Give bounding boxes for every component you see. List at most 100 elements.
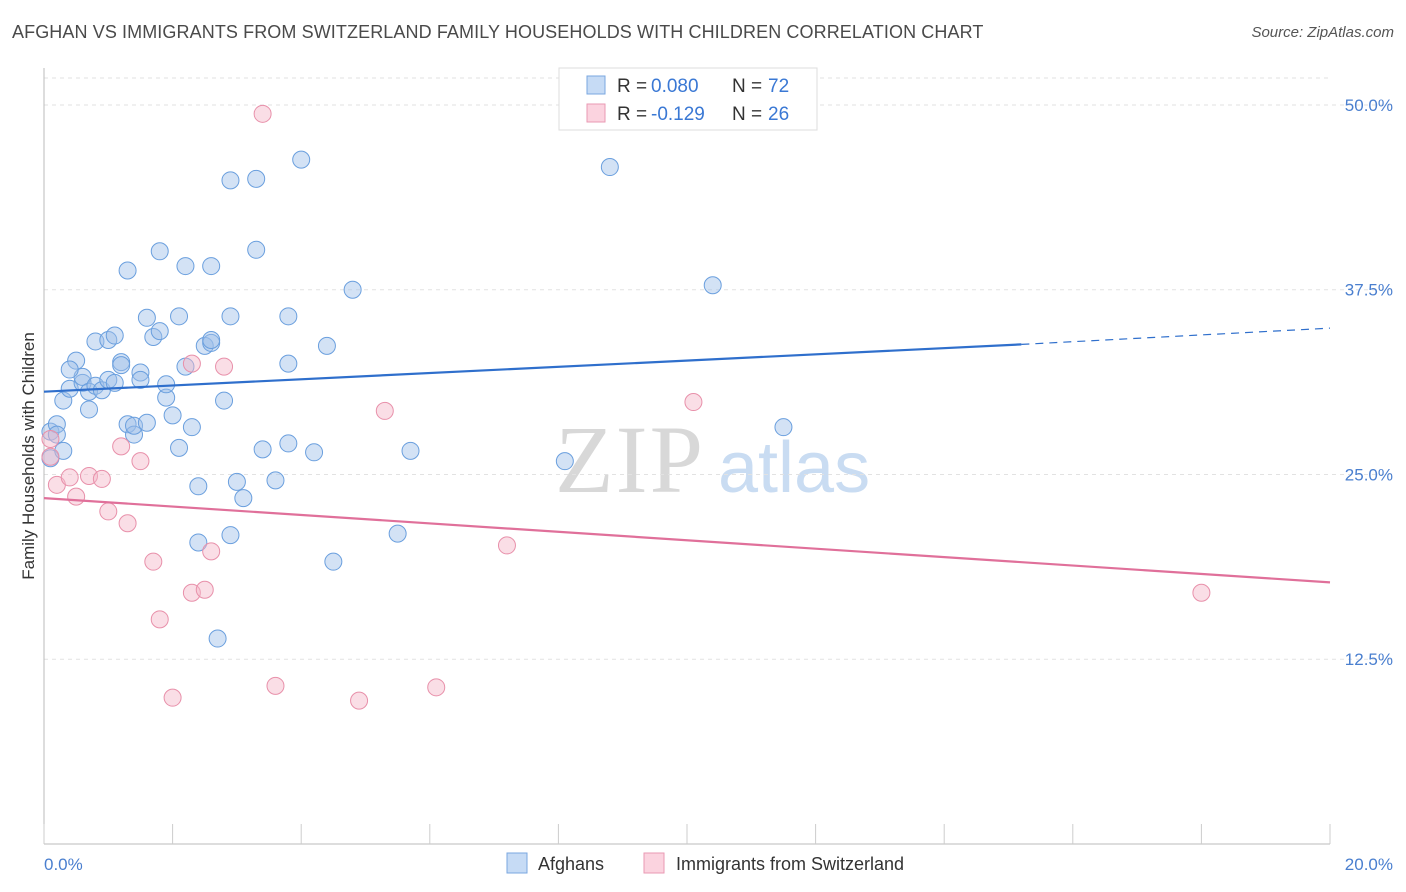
switzerland-point (202, 542, 221, 561)
switzerland-point (215, 357, 234, 376)
switzerland-point (92, 469, 111, 488)
afghans-point (600, 158, 619, 177)
x-tick-label-max: 20.0% (1345, 855, 1393, 874)
switzerland-point (182, 354, 201, 373)
afghans-trend-extension (1021, 327, 1331, 346)
switzerland-point (427, 678, 446, 697)
afghans-point (112, 356, 131, 375)
afghans-point (305, 443, 324, 462)
watermark-zip: ZIP (555, 406, 705, 513)
afghans-point (343, 280, 362, 299)
afghans-point (324, 552, 343, 571)
switzerland-point (41, 430, 60, 449)
switzerland-point (266, 676, 285, 695)
switzerland-point (118, 514, 137, 533)
switzerland-point (144, 552, 163, 571)
y-tick-labels: 12.5% 25.0% 37.5% 50.0% (1345, 96, 1393, 669)
afghans-point (774, 418, 793, 437)
y-tick-label: 50.0% (1345, 96, 1393, 115)
y-tick-label: 37.5% (1345, 281, 1393, 300)
switzerland-point (684, 393, 703, 412)
series-legend-label-switzerland: Immigrants from Switzerland (676, 854, 904, 874)
afghans-point (170, 438, 189, 457)
afghans-point (221, 307, 240, 326)
afghans-trend-line (43, 343, 1022, 393)
trend-lines (43, 327, 1331, 584)
switzerland-point (67, 487, 86, 506)
legend-r-label-afghans: R = (617, 76, 652, 97)
afghans-point (279, 434, 298, 453)
series-legend-label-afghans: Afghans (538, 854, 604, 874)
watermark-atlas: atlas (718, 428, 870, 508)
afghans-point (86, 332, 105, 351)
grid-lines (44, 77, 1393, 660)
y-axis-label: Family Households with Children (19, 332, 38, 580)
legend-n-value-afghans: 72 (768, 76, 789, 97)
afghans-point (182, 418, 201, 437)
afghans-point (247, 169, 266, 188)
afghans-point (555, 452, 574, 471)
legend-r-value-switzerland: -0.129 (651, 104, 705, 125)
x-ticks (43, 824, 1331, 844)
afghans-point (202, 330, 221, 349)
afghans-point (253, 440, 272, 459)
series-legend-swatch-afghans (506, 852, 528, 874)
afghans-point (247, 240, 266, 259)
afghans-point (401, 441, 420, 460)
afghans-point (227, 472, 246, 491)
afghans-point (157, 375, 176, 394)
afghans-point (221, 526, 240, 545)
legend-swatch-afghans (586, 75, 606, 95)
afghans-point (150, 322, 169, 341)
switzerland-point (60, 468, 79, 487)
legend-r-label-switzerland: R = (617, 104, 652, 125)
watermark: ZIP atlas (555, 406, 870, 513)
afghans-point (208, 629, 227, 648)
series-legend: Afghans Immigrants from Switzerland (506, 852, 904, 874)
afghans-point (170, 307, 189, 326)
afghans-point (279, 307, 298, 326)
stats-legend: R = 0.080 N = 72 R = -0.129 N = 26 (558, 67, 818, 131)
afghans-point (266, 471, 285, 490)
afghans-point (202, 257, 221, 276)
afghans-point (131, 370, 150, 389)
afghans-point (703, 276, 722, 295)
x-tick-label-min: 0.0% (44, 855, 83, 874)
afghans-point (118, 415, 137, 434)
switzerland-point (350, 691, 369, 710)
switzerland-point (131, 452, 150, 471)
y-tick-label: 12.5% (1345, 650, 1393, 669)
switzerland-point (253, 104, 272, 123)
switzerland-point (41, 447, 60, 466)
afghans-point (388, 524, 407, 543)
switzerland-point (99, 502, 118, 521)
afghans-point (215, 391, 234, 410)
switzerland-point (497, 536, 516, 555)
switzerland-point (375, 401, 394, 420)
afghans-point (60, 360, 79, 379)
afghans-point (163, 406, 182, 425)
afghans-point (150, 242, 169, 261)
legend-r-value-afghans: 0.080 (651, 76, 699, 97)
afghans-point (292, 150, 311, 169)
series-legend-swatch-switzerland (643, 852, 665, 874)
switzerland-point (163, 688, 182, 707)
afghans-point (137, 308, 156, 327)
afghans-point (80, 400, 99, 419)
afghans-point (67, 351, 86, 370)
legend-n-label-switzerland: N = (732, 104, 767, 125)
afghans-point (54, 391, 73, 410)
y-tick-label: 25.0% (1345, 465, 1393, 484)
afghans-point (157, 388, 176, 407)
source-credit: Source: ZipAtlas.com (1251, 24, 1394, 41)
switzerland-point (150, 610, 169, 629)
afghans-point (105, 326, 124, 345)
afghans-point (221, 171, 240, 190)
afghans-point (189, 533, 208, 552)
switzerland-point (112, 437, 131, 456)
afghans-point (131, 363, 150, 382)
afghans-point (137, 413, 156, 432)
afghans-point (317, 336, 336, 355)
legend-n-value-switzerland: 26 (768, 104, 789, 125)
